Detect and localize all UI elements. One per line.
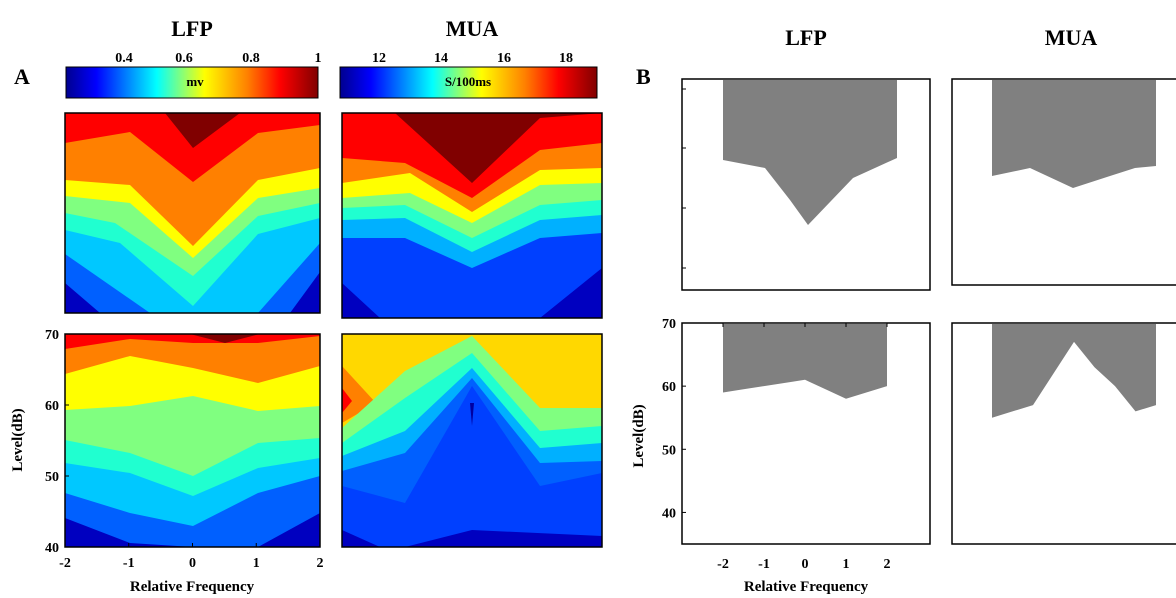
contour-band — [342, 366, 376, 423]
colorbar-mua-unit: S/100ms — [445, 74, 491, 89]
contour-band — [290, 272, 320, 313]
contour-band — [65, 283, 100, 313]
contour-band — [395, 113, 602, 183]
axes-frame — [341, 112, 603, 319]
x-tick-label: -2 — [717, 557, 729, 572]
title-mua-b: MUA — [1045, 25, 1098, 50]
colorbar-lfp-tick: 0.6 — [175, 51, 193, 66]
a-y-axis: 40 50 60 70 — [45, 328, 69, 556]
colorbar-mua-tick: 14 — [434, 51, 448, 66]
title-lfp-b: LFP — [785, 25, 827, 50]
x-tick-label: -2 — [59, 556, 71, 571]
b-x-axis-label: Relative Frequency — [744, 579, 869, 595]
x-tick-label: 1 — [253, 556, 260, 571]
threshold-area — [992, 324, 1156, 418]
colorbar-lfp: mv 0.4 0.6 0.8 1 — [65, 51, 322, 99]
axes-frame — [64, 112, 321, 314]
threshold-area — [723, 324, 887, 399]
threshold-area — [992, 80, 1156, 188]
x-tick-label: 0 — [802, 557, 809, 572]
colorbar-lfp-unit: mv — [186, 74, 204, 89]
contour-band — [470, 403, 474, 426]
y-tick-label: 60 — [662, 380, 676, 395]
colorbar-mua-tick: 16 — [497, 51, 511, 66]
y-tick-label: 50 — [45, 470, 59, 485]
contour-band — [405, 530, 602, 547]
contour-band — [258, 513, 320, 547]
heatmap-lfp-bottom — [65, 334, 320, 547]
x-tick-label: 2 — [884, 557, 891, 572]
x-tick-label: -1 — [123, 556, 135, 571]
contour-band — [342, 386, 602, 547]
title-mua-a: MUA — [446, 16, 499, 41]
contour-band — [342, 530, 380, 547]
a-x-axis: -2 -1 0 1 2 — [59, 543, 324, 571]
x-tick-label: -1 — [758, 557, 770, 572]
y-tick-label: 40 — [662, 506, 676, 521]
b-x-axis: -2 -1 0 1 2 — [717, 323, 891, 572]
contour-band — [65, 518, 193, 547]
colorbar-lfp-tick: 0.4 — [115, 51, 133, 66]
contour-band — [190, 334, 260, 343]
heatmap-lfp-top — [65, 113, 320, 313]
colorbar-mua: S/100ms 12 14 16 18 — [339, 51, 598, 99]
x-tick-label: 2 — [317, 556, 324, 571]
y-tick-label: 40 — [45, 541, 59, 556]
a-y-axis-label: Level(dB) — [10, 408, 26, 471]
axes-frame — [341, 333, 603, 548]
y-tick-label: 50 — [662, 443, 676, 458]
b-y-axis: 40 50 60 70 — [662, 317, 686, 521]
area-lfp-top — [681, 78, 931, 291]
heatmap-mua-top — [342, 113, 602, 318]
contour-band — [165, 113, 240, 148]
x-tick-label: 1 — [843, 557, 850, 572]
contour-band — [342, 388, 352, 413]
area-mua-top — [951, 78, 1176, 286]
area-lfp-bottom — [681, 322, 931, 545]
contour-band — [540, 268, 602, 318]
b-y-axis-label: Level(dB) — [631, 404, 647, 467]
title-lfp-a: LFP — [171, 16, 213, 41]
contour-band — [65, 218, 320, 313]
panel-label-a: A — [14, 64, 30, 89]
x-tick-label: 0 — [189, 556, 196, 571]
contour-band — [65, 476, 320, 547]
contour-band — [65, 254, 150, 313]
panel-label-b: B — [636, 64, 651, 89]
colorbar-lfp-tick: 0.8 — [242, 51, 260, 66]
colorbar-mua-tick: 18 — [559, 51, 573, 66]
a-x-axis-label: Relative Frequency — [130, 579, 255, 595]
colorbar-lfp-tick: 1 — [315, 51, 322, 66]
heatmap-mua-bottom — [342, 334, 602, 547]
area-mua-bottom — [951, 322, 1176, 545]
y-tick-label: 60 — [45, 399, 59, 414]
y-tick-label: 70 — [45, 328, 59, 343]
contour-band — [342, 283, 380, 318]
threshold-area — [723, 80, 897, 225]
y-tick-label: 70 — [662, 317, 676, 332]
colorbar-mua-tick: 12 — [372, 51, 386, 66]
contour-band — [342, 233, 602, 318]
